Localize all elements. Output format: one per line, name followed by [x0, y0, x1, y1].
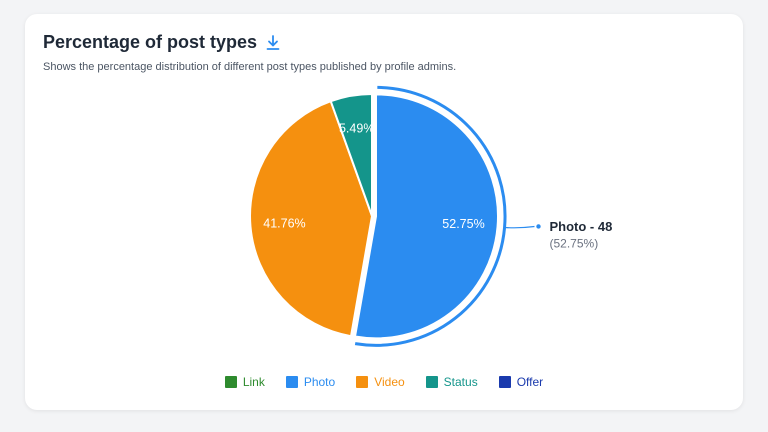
legend-swatch: [224, 376, 237, 388]
legend-item-video[interactable]: Video: [356, 375, 405, 389]
pie-highlight-ring: [354, 85, 507, 347]
legend-label: Video: [374, 375, 405, 389]
legend-item-photo[interactable]: Photo: [285, 375, 336, 389]
slice-label-photo: 52.75%: [442, 217, 484, 231]
callout-line: [504, 225, 535, 229]
chart-card: Percentage of post types Shows the perce…: [25, 14, 743, 410]
legend-label: Status: [443, 375, 478, 389]
chart-legend: Link Photo Video Status Offer: [25, 375, 743, 389]
chart-subtitle: Shows the percentage distribution of dif…: [43, 61, 457, 73]
slice-label-status: 5.49%: [339, 121, 374, 135]
download-icon[interactable]: [265, 34, 281, 52]
chart-title: Percentage of post types: [43, 32, 258, 52]
legend-swatch: [356, 376, 369, 388]
pie-slice-status[interactable]: [329, 93, 373, 217]
callout-percent: (52.75%): [550, 236, 599, 250]
legend-item-status[interactable]: Status: [425, 375, 478, 389]
legend-label: Offer: [516, 375, 544, 389]
legend-swatch: [498, 376, 511, 388]
slice-label-video: 41.76%: [263, 217, 305, 231]
legend-label: Link: [242, 375, 265, 389]
card-header: Percentage of post types: [43, 32, 281, 53]
pie-chart: 52.75% Photo - 48 (52.75%) 41.76% 5.49%: [249, 85, 613, 347]
legend-item-offer[interactable]: Offer: [498, 375, 544, 389]
legend-swatch: [285, 376, 298, 388]
legend-swatch: [425, 376, 438, 388]
legend-item-link[interactable]: Link: [224, 375, 265, 389]
pie-slice-photo[interactable]: [354, 85, 507, 347]
legend-label: Photo: [303, 375, 336, 389]
pie-slice-video[interactable]: [249, 100, 373, 338]
callout-dot: [536, 224, 541, 229]
callout-name: Photo - 48: [550, 219, 613, 234]
